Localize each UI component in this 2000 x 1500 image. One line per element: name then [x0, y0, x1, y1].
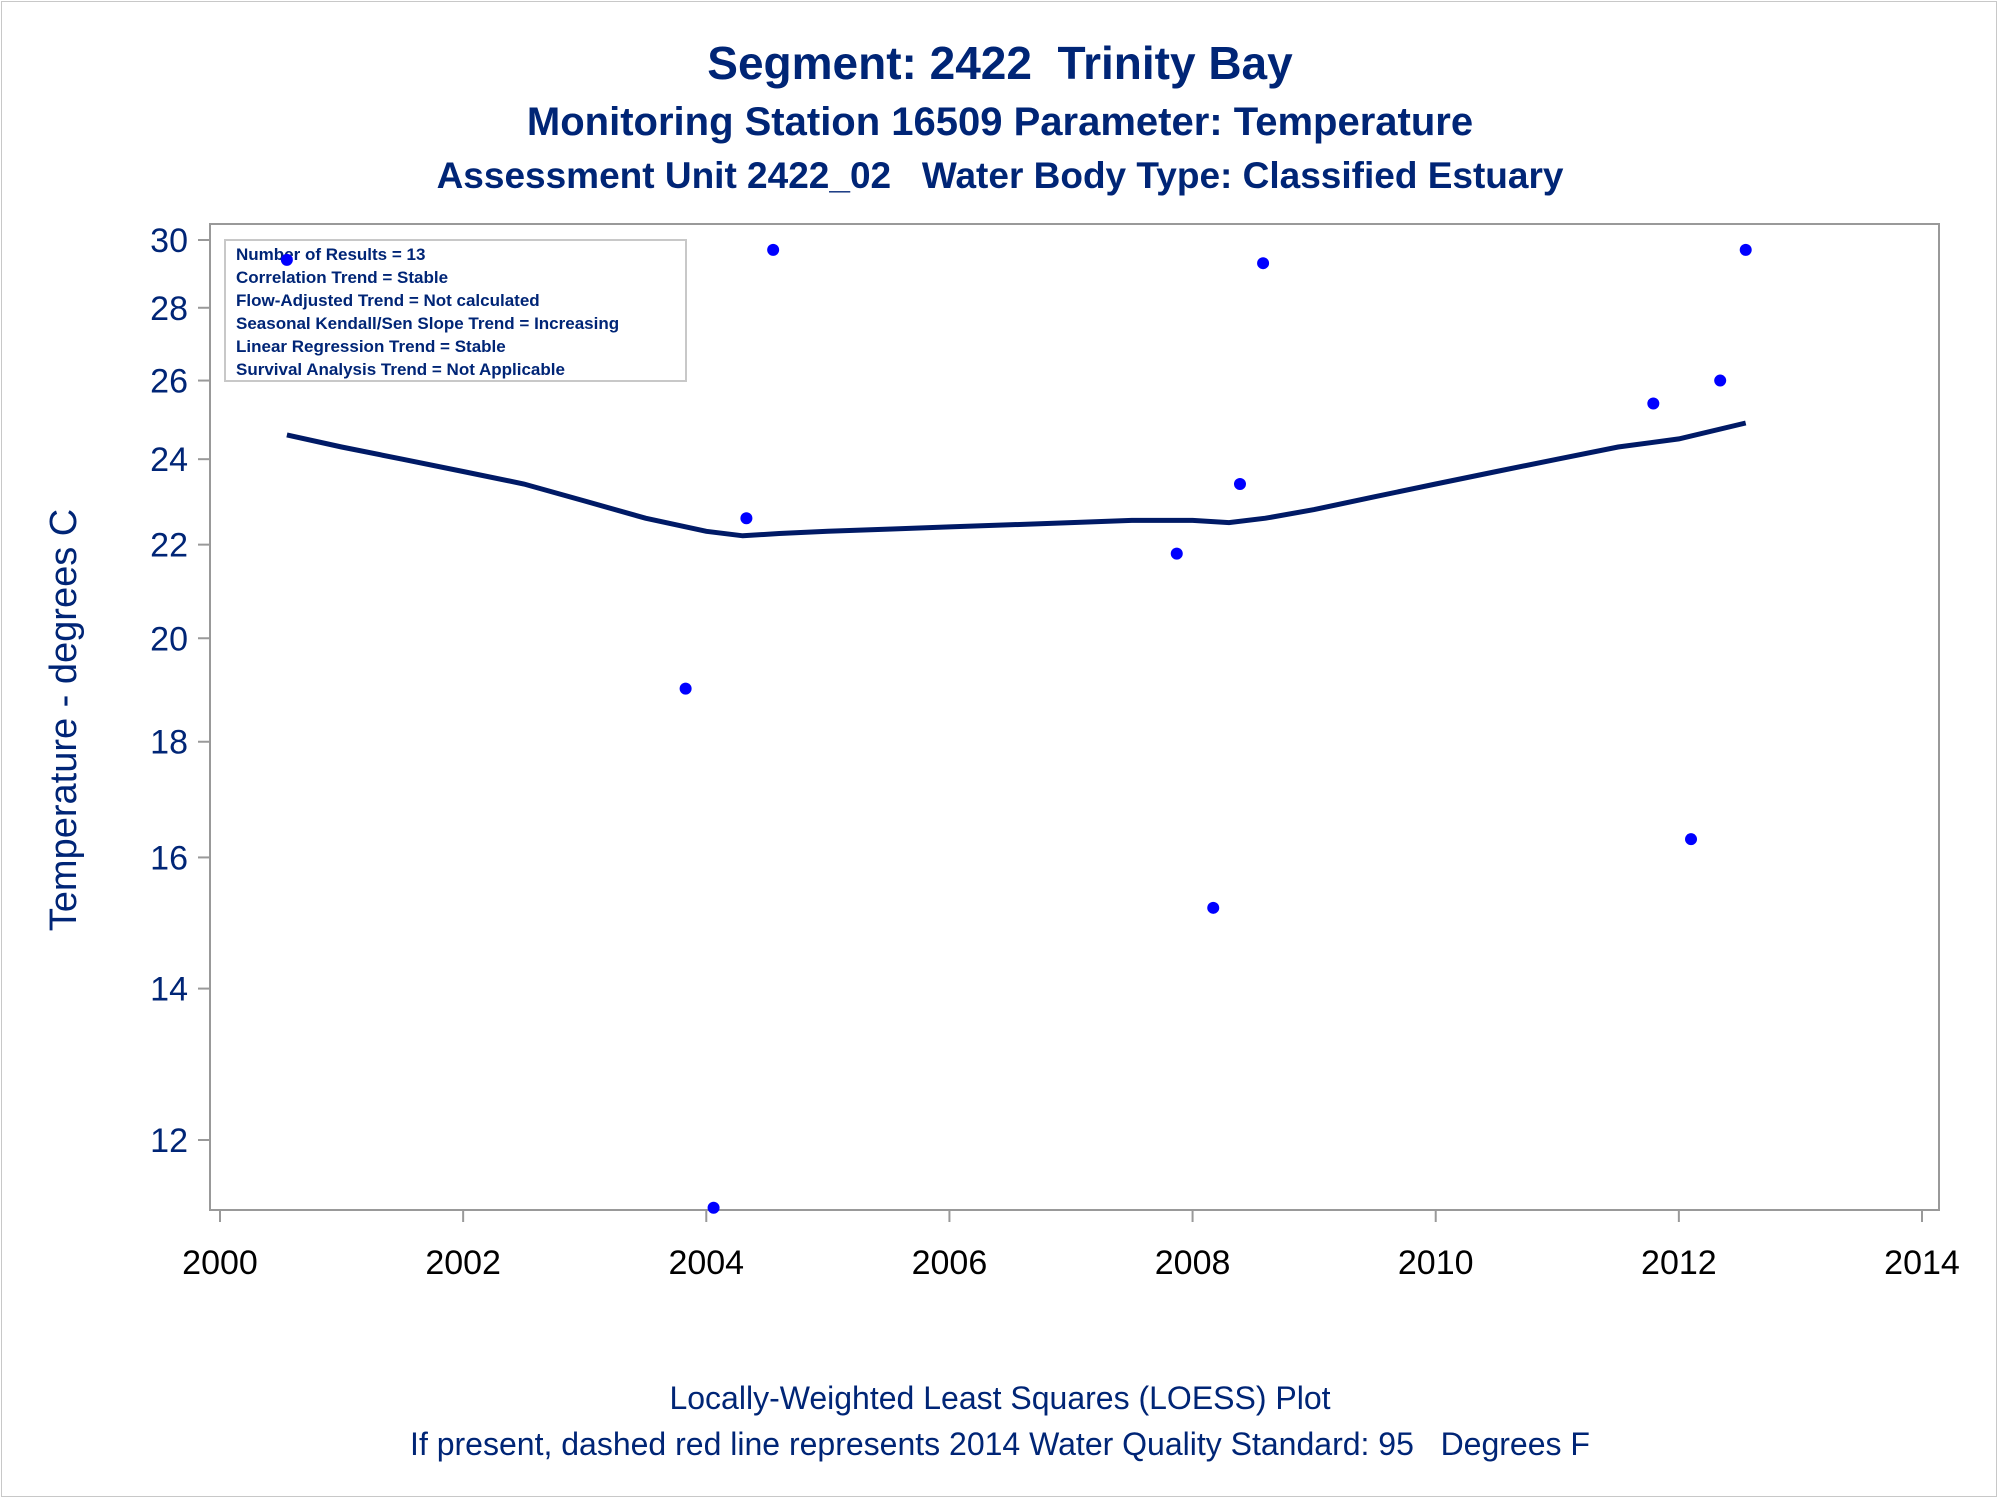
stats-box: Number of Results = 13 Correlation Trend … [224, 239, 687, 382]
footnote-plot-type: Locally-Weighted Least Squares (LOESS) P… [669, 1380, 1331, 1416]
x-tick-label: 2014 [1884, 1244, 1960, 1282]
y-tick-label: 22 [150, 527, 188, 565]
y-tick-label: 18 [150, 724, 188, 762]
x-tick-label: 2012 [1641, 1244, 1717, 1282]
chart-subtitle: Monitoring Station 16509 Parameter: Temp… [526, 100, 1474, 144]
chart-subtitle-2: Assessment Unit 2422_02 Water Body Type:… [436, 155, 1564, 196]
plot-area [209, 223, 1940, 1211]
data-point [740, 512, 753, 525]
y-tick-label: 30 [150, 222, 188, 260]
stats-line: Flow-Adjusted Trend = Not calculated [236, 291, 540, 310]
chart-title: Segment: 2422 Trinity Bay [707, 37, 1293, 89]
y-tick-label: 28 [150, 290, 188, 328]
y-axis-label: Temperature - degrees C [43, 509, 85, 931]
stats-line: Linear Regression Trend = Stable [236, 337, 506, 356]
y-tick-label: 24 [150, 441, 188, 479]
data-point [280, 253, 293, 266]
data-point [1257, 257, 1270, 270]
data-point [1233, 478, 1246, 491]
stats-line: Seasonal Kendall/Sen Slope Trend = Incre… [236, 314, 619, 333]
data-points [280, 243, 1752, 1214]
data-point [679, 682, 692, 695]
data-point [1207, 901, 1220, 914]
x-tick-label: 2008 [1155, 1244, 1231, 1282]
data-point [1170, 547, 1183, 560]
y-tick-label: 16 [150, 839, 188, 877]
y-tick-label: 14 [150, 971, 188, 1009]
data-point [707, 1201, 720, 1214]
x-tick-label: 2010 [1398, 1244, 1474, 1282]
y-tick-label: 12 [150, 1122, 188, 1160]
data-point [1714, 374, 1727, 387]
stats-box-border [224, 239, 687, 382]
x-tick-label: 2002 [425, 1244, 501, 1282]
x-axis: 2000 2002 2004 2006 2008 2010 2012 2014 [182, 1210, 1960, 1282]
stats-line: Correlation Trend = Stable [236, 268, 448, 287]
footnote-standard: If present, dashed red line represents 2… [410, 1426, 1590, 1462]
data-point [1647, 397, 1660, 410]
loess-line [286, 420, 1747, 539]
data-point [767, 243, 780, 256]
y-tick-label: 20 [150, 620, 188, 658]
x-tick-label: 2000 [182, 1244, 258, 1282]
data-point [1739, 243, 1752, 256]
x-tick-label: 2004 [668, 1244, 744, 1282]
y-tick-label: 26 [150, 363, 188, 401]
stats-line: Survival Analysis Trend = Not Applicable [236, 360, 565, 379]
x-tick-label: 2006 [912, 1244, 988, 1282]
data-point [1685, 833, 1698, 846]
stats-line: Number of Results = 13 [236, 245, 425, 264]
y-axis: 12 14 16 18 20 22 24 26 28 30 [150, 222, 210, 1160]
